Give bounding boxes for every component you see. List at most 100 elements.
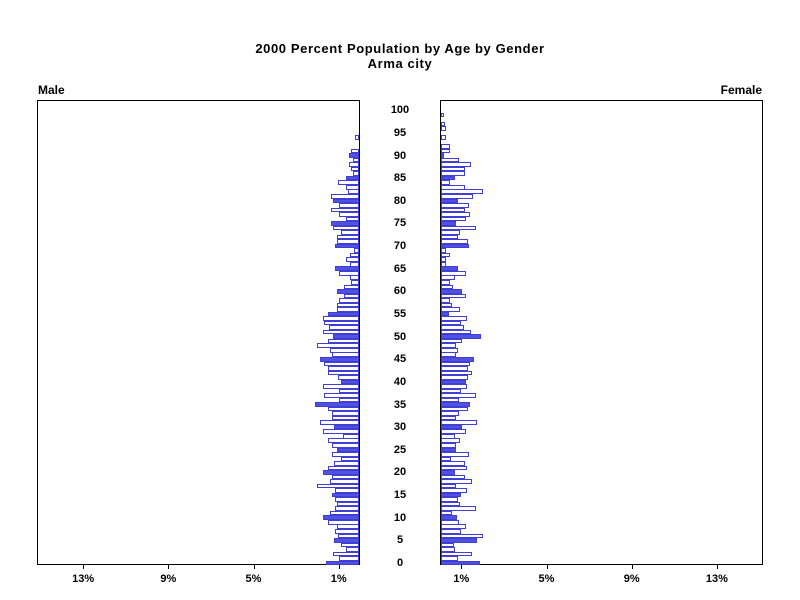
female-bar-age-94 (441, 135, 447, 140)
female-bar-age-20 (441, 470, 455, 475)
male-bar-age-57 (337, 302, 359, 308)
female-axis-1pct-label: 1% (453, 573, 470, 585)
female-bar-age-24 (441, 452, 470, 457)
male-bar-age-48 (316, 343, 359, 348)
female-bar-age-11 (441, 510, 453, 516)
chart-title: 2000 Percent Population by Age by Gender (255, 41, 545, 56)
female-bar-age-54 (441, 316, 467, 321)
male-bar-age-8 (336, 524, 359, 530)
male-bar-age-31 (319, 420, 359, 425)
male-bar-age-43 (328, 366, 359, 371)
age-tick-label-45: 45 (393, 353, 407, 366)
male-bar-age-39 (323, 384, 359, 389)
female-bar-age-52 (441, 325, 464, 330)
male-bar-age-73 (340, 230, 359, 235)
female-bar-age-12 (441, 506, 476, 511)
female-bar-age-17 (441, 483, 457, 489)
male-bar-age-21 (328, 465, 359, 471)
age-tick-label-60: 60 (393, 285, 407, 298)
male-bar-age-17 (316, 483, 359, 489)
age-tick-label-5: 5 (396, 534, 404, 547)
female-plot-panel (440, 100, 763, 565)
age-tick-label-10: 10 (393, 511, 407, 524)
female-bar-age-38 (441, 388, 462, 394)
male-axis-13pct-tick (83, 565, 85, 569)
age-tick-label-50: 50 (393, 330, 407, 343)
female-bar-age-39 (441, 384, 467, 389)
male-bar-age-90 (348, 153, 359, 158)
female-axis-5pct-tick (546, 565, 548, 569)
male-bar-age-42 (328, 370, 359, 376)
male-bar-age-6 (337, 533, 359, 539)
male-bar-age-59 (343, 293, 359, 299)
male-bar-age-7 (334, 529, 359, 534)
male-bar-age-40 (340, 379, 359, 385)
male-bar-age-54 (323, 316, 359, 321)
age-tick-label-100: 100 (390, 104, 410, 117)
female-bar-age-75 (441, 221, 457, 226)
female-bar-age-63 (441, 275, 455, 281)
male-bar-age-16 (334, 488, 359, 493)
male-bar-age-65 (334, 266, 359, 272)
male-bar-age-12 (334, 506, 359, 511)
female-bar-age-29 (441, 429, 467, 434)
male-bar-age-47 (329, 347, 359, 353)
male-bar-age-34 (328, 406, 359, 412)
female-bar-age-7 (441, 529, 462, 534)
female-axis-5pct-label: 5% (538, 573, 555, 585)
male-bar-age-20 (323, 470, 359, 475)
female-bar-age-88 (441, 162, 472, 167)
female-bar-age-25 (441, 447, 456, 453)
female-bar-age-31 (441, 420, 477, 425)
male-bar-age-52 (328, 325, 359, 330)
age-tick-label-80: 80 (393, 194, 407, 207)
male-bar-age-86 (353, 171, 359, 176)
female-bar-age-69 (441, 248, 446, 253)
male-bar-age-72 (336, 234, 359, 240)
male-bar-age-91 (350, 148, 359, 154)
female-bar-age-71 (441, 239, 469, 244)
male-bar-age-41 (338, 375, 359, 380)
female-bar-age-56 (441, 307, 460, 312)
female-bar-age-50 (441, 334, 482, 339)
male-axis-5pct-tick (253, 565, 255, 569)
female-bar-age-45 (441, 356, 474, 362)
female-bar-age-92 (441, 144, 450, 149)
male-bar-age-3 (345, 547, 359, 552)
female-bar-age-19 (441, 474, 465, 480)
female-bar-age-23 (441, 456, 452, 462)
female-axis-13pct-label: 13% (705, 573, 728, 585)
male-axis-1pct-tick (338, 565, 340, 569)
female-bar-age-1 (441, 556, 459, 561)
female-bar-age-91 (441, 148, 450, 154)
age-tick-label-55: 55 (393, 308, 407, 320)
male-bar-age-66 (350, 261, 359, 267)
female-bar-age-46 (441, 352, 457, 358)
male-bar-age-62 (351, 280, 359, 285)
female-bar-age-41 (441, 375, 469, 380)
male-bar-age-87 (351, 166, 359, 172)
female-bar-age-53 (441, 320, 462, 326)
chart-subtitle: Arma city (367, 56, 433, 71)
male-panel-label: Male (38, 83, 65, 97)
age-tick-label-85: 85 (393, 172, 407, 185)
male-bar-age-64 (338, 270, 359, 276)
male-bar-age-1 (338, 556, 359, 561)
male-bar-age-75 (330, 221, 359, 226)
male-bar-age-71 (336, 239, 359, 244)
female-bar-age-16 (441, 488, 467, 493)
female-bar-age-60 (441, 289, 463, 294)
male-bar-age-10 (323, 515, 359, 521)
female-bar-age-49 (441, 338, 463, 344)
female-bar-age-81 (441, 194, 474, 199)
female-bar-age-55 (441, 311, 450, 317)
male-axis-9pct-label: 9% (160, 573, 177, 585)
male-bar-age-25 (337, 447, 359, 453)
female-bar-age-36 (441, 397, 460, 403)
male-axis-5pct-label: 5% (245, 573, 262, 585)
female-bar-age-72 (441, 234, 459, 240)
male-bar-age-28 (343, 433, 359, 439)
male-bar-age-83 (346, 184, 359, 190)
male-bar-age-67 (345, 257, 359, 262)
female-bar-age-28 (441, 433, 455, 439)
